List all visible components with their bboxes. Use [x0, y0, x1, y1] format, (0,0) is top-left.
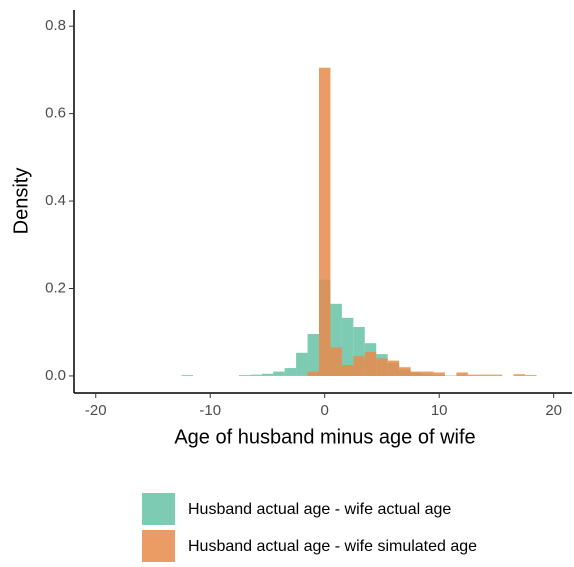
- histogram-bar: [365, 352, 376, 376]
- histogram-bar: [399, 367, 410, 376]
- legend-swatch: [142, 493, 175, 525]
- y-tick-label: 0.2: [45, 279, 66, 296]
- histogram-bar: [479, 375, 490, 376]
- y-tick-label: 0.4: [45, 192, 66, 209]
- histogram-bar: [330, 348, 341, 376]
- histogram-bar: [342, 365, 353, 376]
- histogram-bar: [308, 334, 319, 376]
- histogram-bar: [273, 372, 284, 376]
- histogram-bar: [285, 368, 296, 376]
- x-axis-title: Age of husband minus age of wife: [174, 426, 475, 448]
- legend-label: Husband actual age - wife actual age: [188, 501, 451, 518]
- histogram-bar: [296, 353, 307, 376]
- histogram-bar: [388, 361, 399, 376]
- histogram-bar: [525, 375, 536, 376]
- histogram-bar: [239, 375, 250, 376]
- x-tick-label: 20: [545, 402, 562, 419]
- legend-label: Husband actual age - wife simulated age: [188, 538, 477, 555]
- y-axis-title: Density: [10, 168, 32, 235]
- histogram-bar: [262, 374, 273, 376]
- histogram-bar: [422, 372, 433, 376]
- histogram-bar: [250, 375, 261, 376]
- legend-swatch: [142, 530, 175, 562]
- histogram-bar: [514, 374, 525, 376]
- histogram-bar: [468, 375, 479, 376]
- histogram-bar: [433, 372, 444, 375]
- histogram-bar: [182, 375, 193, 376]
- y-tick-label: 0.8: [45, 17, 66, 34]
- histogram-bar: [319, 68, 330, 376]
- x-tick-label: 10: [431, 402, 448, 419]
- histogram-bar: [456, 372, 467, 375]
- x-tick-label: -20: [85, 402, 107, 419]
- histogram-bar: [491, 375, 502, 376]
- y-tick-label: 0.6: [45, 105, 66, 122]
- histogram-bar: [353, 356, 364, 376]
- y-tick-label: 0.0: [45, 367, 66, 384]
- x-tick-label: -10: [199, 402, 221, 419]
- histogram-bar: [411, 372, 422, 376]
- x-tick-label: 0: [321, 402, 329, 419]
- histogram-bar: [376, 358, 387, 375]
- histogram-bar: [308, 372, 319, 376]
